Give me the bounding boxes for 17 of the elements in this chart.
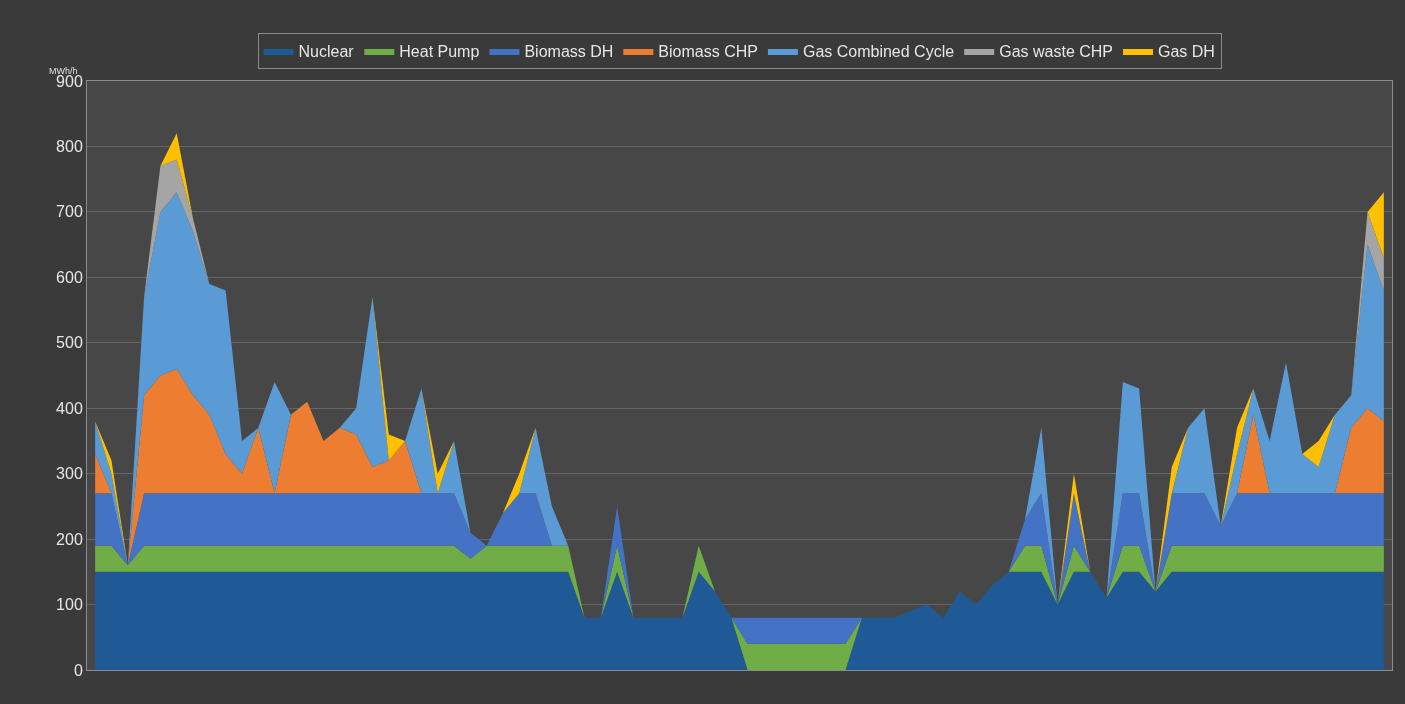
legend-label: Biomass DH (524, 43, 614, 61)
legend-label: Gas Combined Cycle (802, 43, 955, 61)
y-tick-label: 400 (56, 399, 83, 417)
legend-label: Gas DH (1158, 43, 1215, 61)
y-tick-label: 500 (56, 334, 83, 352)
y-tick-label: 200 (56, 530, 83, 548)
y-tick-label: 0 (73, 661, 83, 679)
legend-label: Heat Pump (399, 43, 480, 61)
y-tick-label: 300 (56, 465, 83, 483)
legend-label: Nuclear (298, 43, 355, 61)
legend-label: Biomass CHP (658, 43, 758, 61)
y-axis-title: MWh/h (49, 66, 78, 76)
legend-label: Gas waste CHP (999, 43, 1114, 61)
y-tick-label: 800 (56, 138, 83, 156)
y-tick-label: 600 (56, 268, 83, 286)
y-tick-label: 700 (56, 203, 83, 221)
y-tick-label: 100 (56, 596, 83, 614)
